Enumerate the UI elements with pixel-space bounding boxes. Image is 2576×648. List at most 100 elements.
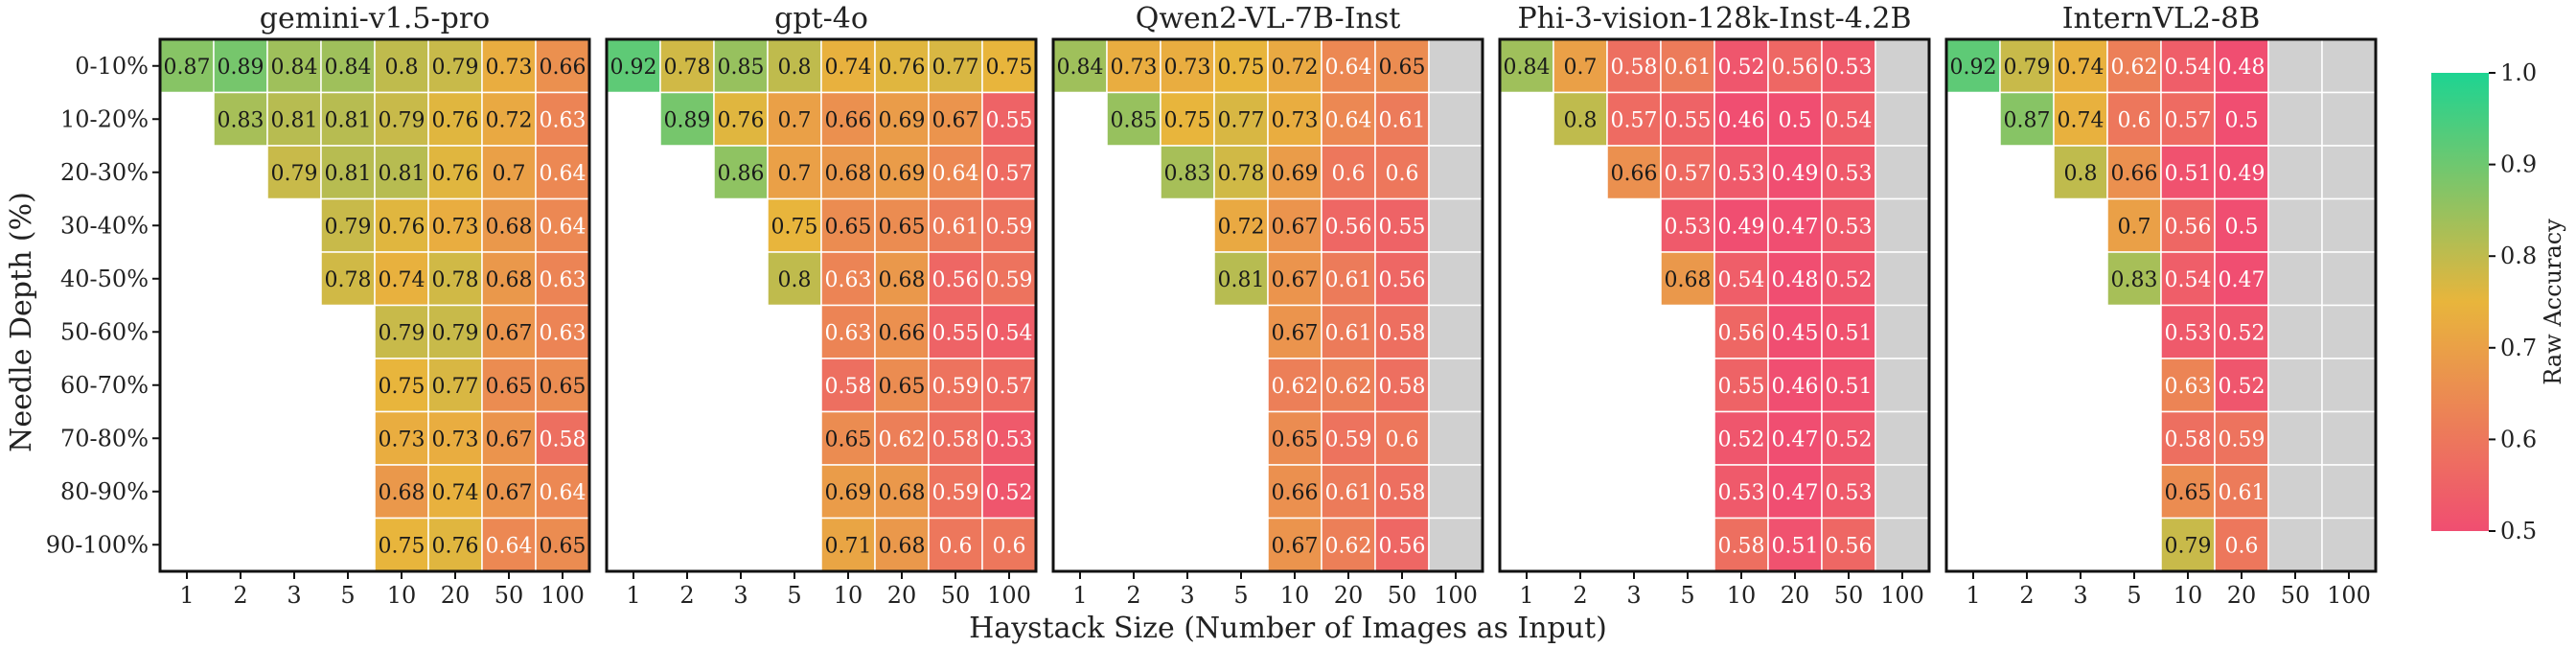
cell-value-label: 0.65 xyxy=(486,375,533,399)
na-cell xyxy=(2267,91,2323,147)
cell-value-label: 0.81 xyxy=(325,108,372,132)
y-tick-label: 60-70% xyxy=(60,372,149,399)
cell-value-label: 0.81 xyxy=(1218,268,1265,292)
y-tick-label: 10-20% xyxy=(60,105,149,132)
na-cell xyxy=(1428,38,1484,94)
cell-value-label: 0.8 xyxy=(2064,162,2098,186)
cell-value-label: 0.62 xyxy=(1272,375,1319,399)
cell-value-label: 0.69 xyxy=(879,108,926,132)
heatmap-cell xyxy=(928,197,983,253)
na-cell xyxy=(1428,251,1484,307)
heatmap-cell xyxy=(2214,304,2269,359)
cell-value-label: 0.58 xyxy=(825,375,872,399)
heatmap-cell xyxy=(1213,197,1269,253)
cell-value-label: 0.8 xyxy=(1564,108,1598,132)
heatmap-cell xyxy=(1821,304,1876,359)
heatmap-cell xyxy=(820,38,876,94)
heatmap-cell xyxy=(1660,91,1715,147)
heatmap-cell xyxy=(1267,517,1322,572)
cell-value-label: 0.47 xyxy=(2219,268,2266,292)
cell-value-label: 0.55 xyxy=(986,108,1033,132)
y-tick-label: 50-60% xyxy=(60,318,149,345)
na-cell xyxy=(1874,145,1930,200)
heatmap-cell xyxy=(1106,91,1162,147)
heatmap-cell xyxy=(981,251,1037,307)
cell-value-label: 0.71 xyxy=(825,534,872,558)
na-cell xyxy=(1874,91,1930,147)
cell-value-label: 0.56 xyxy=(2165,215,2212,239)
na-cell xyxy=(2321,464,2377,520)
cell-value-label: 0.6 xyxy=(1332,162,1366,186)
x-tick-label: 100 xyxy=(2327,582,2371,609)
cell-value-label: 0.57 xyxy=(1611,108,1658,132)
heatmap-cell xyxy=(820,410,876,466)
colorbar-tick-label: 0.5 xyxy=(2500,518,2537,544)
cell-value-label: 0.53 xyxy=(2165,321,2212,345)
cell-value-label: 0.68 xyxy=(486,215,533,239)
na-cell xyxy=(2267,38,2323,94)
cell-value-label: 0.53 xyxy=(1718,162,1765,186)
cell-value-label: 0.75 xyxy=(379,534,426,558)
x-tick-label: 5 xyxy=(2127,582,2141,609)
cell-value-label: 0.64 xyxy=(540,481,586,505)
cell-value-label: 0.67 xyxy=(486,321,533,345)
cell-value-label: 0.75 xyxy=(771,215,818,239)
heatmap-cell xyxy=(981,38,1037,94)
cell-value-label: 0.81 xyxy=(325,162,372,186)
x-tick-label: 10 xyxy=(1280,582,1310,609)
panel-frame xyxy=(158,37,591,573)
cell-value-label: 0.83 xyxy=(218,108,264,132)
heatmap-cell xyxy=(2160,517,2216,572)
heatmap-cell xyxy=(1374,251,1430,307)
heatmap-cell xyxy=(2214,91,2269,147)
cell-value-label: 0.57 xyxy=(986,375,1033,399)
na-cell xyxy=(1874,251,1930,307)
cell-value-label: 0.6 xyxy=(2225,534,2259,558)
cell-value-label: 0.67 xyxy=(1272,215,1319,239)
heatmap-cell xyxy=(374,91,429,147)
cell-value-label: 0.84 xyxy=(325,56,372,80)
cell-value-label: 0.79 xyxy=(432,56,479,80)
cell-value-label: 0.68 xyxy=(379,481,426,505)
cell-value-label: 0.65 xyxy=(540,375,586,399)
heatmap-cell xyxy=(481,145,537,200)
heatmap-cell xyxy=(2214,197,2269,253)
cell-value-label: 0.64 xyxy=(932,162,979,186)
na-cell xyxy=(2321,517,2377,572)
cell-value-label: 0.59 xyxy=(986,268,1033,292)
heatmap-cell xyxy=(1552,91,1608,147)
heatmap-cell xyxy=(713,91,769,147)
heatmap-cell xyxy=(820,304,876,359)
na-cell xyxy=(1428,197,1484,253)
cell-value-label: 0.67 xyxy=(1272,534,1319,558)
heatmap-cell xyxy=(820,197,876,253)
cell-value-label: 0.72 xyxy=(1218,215,1265,239)
cell-value-label: 0.64 xyxy=(540,162,586,186)
cell-value-label: 0.78 xyxy=(325,268,372,292)
cell-value-label: 0.68 xyxy=(879,534,926,558)
cell-value-label: 0.76 xyxy=(432,162,479,186)
x-tick-label: 2 xyxy=(233,582,247,609)
cell-value-label: 0.86 xyxy=(718,162,765,186)
cell-value-label: 0.53 xyxy=(1826,56,1873,80)
cell-value-label: 0.66 xyxy=(540,56,586,80)
cell-value-label: 0.56 xyxy=(1718,321,1765,345)
x-tick-label: 20 xyxy=(1334,582,1364,609)
na-cell xyxy=(1428,464,1484,520)
cell-value-label: 0.74 xyxy=(2058,108,2104,132)
cell-value-label: 0.55 xyxy=(1665,108,1712,132)
cell-value-label: 0.61 xyxy=(1379,108,1426,132)
heatmap-cell xyxy=(427,251,483,307)
heatmap-cell xyxy=(767,251,822,307)
heatmap-cell xyxy=(1660,251,1715,307)
y-axis-label: Needle Depth (%) xyxy=(5,192,38,452)
heatmap-cell xyxy=(374,358,429,413)
cell-value-label: 0.6 xyxy=(2118,108,2151,132)
cell-value-label: 0.84 xyxy=(271,56,318,80)
na-cell xyxy=(2267,145,2323,200)
cell-value-label: 0.76 xyxy=(879,56,926,80)
cell-value-label: 0.73 xyxy=(1111,56,1158,80)
x-tick-label: 10 xyxy=(1727,582,1757,609)
heatmap-cell xyxy=(2053,38,2108,94)
